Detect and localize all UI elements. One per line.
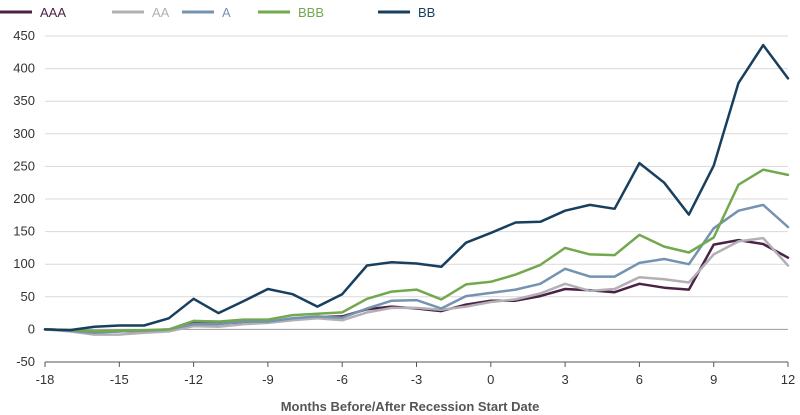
x-tick-label: -15 <box>110 372 129 387</box>
series-line-aa <box>43 236 790 336</box>
x-tick-label: 0 <box>487 372 494 387</box>
x-tick-label: 12 <box>781 372 795 387</box>
x-tick-label: -9 <box>262 372 274 387</box>
series-line-aaa <box>43 238 790 334</box>
x-axis: -18 -15 -12 -9 -6 -3 0 3 6 9 12 <box>36 361 795 387</box>
y-tick-label: -50 <box>16 354 35 369</box>
y-tick-label: 400 <box>13 61 35 76</box>
y-tick-label: 300 <box>13 126 35 141</box>
legend-item-aa: AA <box>112 5 170 20</box>
x-tick-label: 6 <box>636 372 643 387</box>
x-tick-label: -18 <box>36 372 55 387</box>
series-line-a <box>43 203 790 334</box>
y-tick-label: 100 <box>13 256 35 271</box>
x-axis-title: Months Before/After Recession Start Date <box>281 399 540 414</box>
legend-label: BB <box>418 5 435 20</box>
legend-label: AA <box>152 5 170 20</box>
legend-label: AAA <box>40 5 66 20</box>
legend-item-bb: BB <box>378 5 435 20</box>
y-tick-label: 150 <box>13 224 35 239</box>
y-tick-label: 200 <box>13 191 35 206</box>
y-tick-label: 50 <box>21 289 35 304</box>
x-tick-label: -12 <box>184 372 203 387</box>
x-tick-label: 3 <box>561 372 568 387</box>
legend-label: BBB <box>298 5 324 20</box>
y-tick-label: 250 <box>13 158 35 173</box>
y-tick-label: 0 <box>28 321 35 336</box>
y-tick-label: 450 <box>13 28 35 43</box>
x-tick-label: -6 <box>336 372 348 387</box>
legend-label: A <box>222 5 231 20</box>
legend: AAA AA A BBB BB <box>0 5 435 20</box>
x-tick-label: 9 <box>710 372 717 387</box>
y-tick-label: 350 <box>13 93 35 108</box>
legend-item-a: A <box>182 5 231 20</box>
x-tick-label: -3 <box>411 372 423 387</box>
legend-item-aaa: AAA <box>0 5 66 20</box>
legend-item-bbb: BBB <box>258 5 324 20</box>
series-lines <box>43 43 790 336</box>
series-line-bb <box>43 43 790 332</box>
y-axis-ticks: -50 0 50 100 150 200 250 300 350 400 450 <box>13 28 35 369</box>
series-line-bbb <box>43 168 790 333</box>
